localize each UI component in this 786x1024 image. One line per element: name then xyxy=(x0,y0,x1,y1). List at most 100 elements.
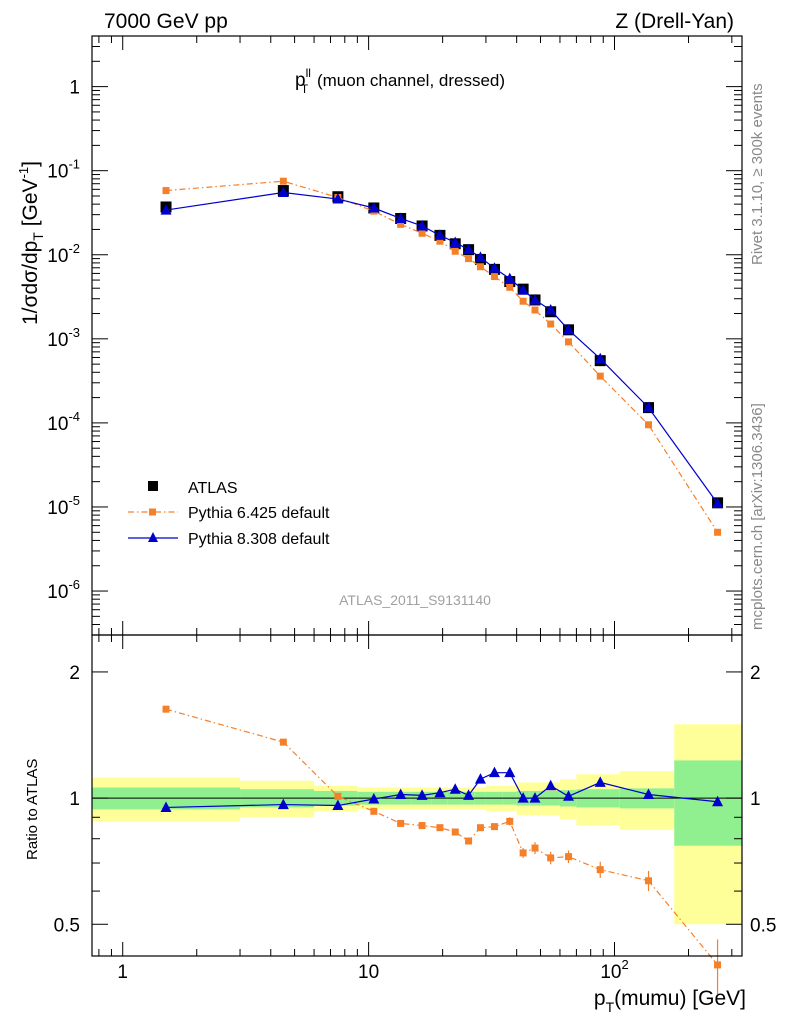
ratio-point-0 xyxy=(162,705,170,713)
main-point-1 xyxy=(645,421,653,429)
x-tick-label: 1 xyxy=(117,962,128,983)
ratio-line-0 xyxy=(165,708,719,966)
ratio-point-0 xyxy=(547,854,555,862)
ratio-point-0 xyxy=(418,822,426,830)
ratio-point-0 xyxy=(451,828,459,836)
main-point-2 xyxy=(529,293,541,305)
main-point-2 xyxy=(416,219,428,231)
ratio-point-1 xyxy=(474,773,486,784)
ratio-point-1 xyxy=(160,801,172,812)
main-point-1 xyxy=(162,187,170,195)
y-tick-label: 1 xyxy=(69,78,80,99)
ratio-point-0 xyxy=(279,738,287,746)
rivet-label: Rivet 3.1.10, ≥ 300k events xyxy=(749,83,766,265)
main-point-2 xyxy=(160,204,172,215)
ratio-point-0 xyxy=(476,824,484,832)
ratio-point-1 xyxy=(643,788,655,799)
ratio-point-0 xyxy=(645,877,653,885)
ratio-y-tick-label: 0.5 xyxy=(54,915,80,936)
y-tick-label: 10-6 xyxy=(47,577,80,603)
ratio-point-0 xyxy=(519,849,527,857)
main-point-1 xyxy=(714,528,722,536)
ratio-y-tick-label: 1 xyxy=(69,789,80,810)
main-point-1 xyxy=(436,237,444,245)
ratio-point-0 xyxy=(334,792,342,800)
ratio-point-1 xyxy=(594,776,606,787)
ratio-point-0 xyxy=(714,961,722,969)
main-point-2 xyxy=(562,323,574,335)
mcplots-label: mcplots.cern.ch [arXiv:1306.3436] xyxy=(749,403,766,630)
ratio-point-0 xyxy=(370,807,378,815)
ratio-y-tick-label: 2 xyxy=(69,663,80,684)
main-point-1 xyxy=(465,255,473,263)
main-point-1 xyxy=(451,247,459,255)
ratio-point-1 xyxy=(434,786,446,798)
main-plot-series xyxy=(160,177,724,536)
ratio-y-tick-label-right: 2 xyxy=(750,663,761,684)
ratio-point-1 xyxy=(529,792,541,803)
legend-label-pythia6: Pythia 6.425 default xyxy=(188,505,330,522)
main-point-1 xyxy=(564,338,572,346)
main-point-2 xyxy=(332,193,344,204)
main-point-2 xyxy=(594,352,606,364)
ratio-point-0 xyxy=(596,866,604,874)
ratio-point-0 xyxy=(436,824,444,832)
analysis-watermark: ATLAS_2011_S9131140 xyxy=(339,592,491,608)
legend-label-pythia8: Pythia 8.308 default xyxy=(188,531,330,548)
ratio-plot-series xyxy=(160,705,724,995)
y-tick-label: 10-4 xyxy=(47,409,80,435)
main-point-2 xyxy=(488,262,500,273)
main-point-2 xyxy=(463,243,475,255)
ratio-point-0 xyxy=(531,844,539,852)
ratio-y-axis-label: Ratio to ATLAS xyxy=(24,759,41,860)
main-point-2 xyxy=(517,284,529,295)
ratio-point-0 xyxy=(506,817,514,825)
ratio-point-0 xyxy=(564,853,572,861)
ratio-point-1 xyxy=(562,790,574,801)
ratio-point-1 xyxy=(545,779,557,791)
legend-label-atlas: ATLAS xyxy=(188,480,238,497)
main-point-1 xyxy=(397,220,405,228)
y-tick-label: 10-1 xyxy=(47,157,80,183)
main-point-1 xyxy=(519,297,527,305)
ratio-point-1 xyxy=(488,766,500,778)
main-point-2 xyxy=(395,212,407,223)
ratio-y-tick-label-right: 0.5 xyxy=(750,915,776,936)
header-right: Z (Drell-Yan) xyxy=(615,10,734,33)
y-tick-label: 10-5 xyxy=(47,493,80,519)
main-point-1 xyxy=(418,229,426,237)
main-point-1 xyxy=(279,177,287,185)
y-tick-label: 10-2 xyxy=(47,241,80,267)
main-point-2 xyxy=(449,236,461,247)
main-point-1 xyxy=(531,306,539,314)
x-tick-label: 102 xyxy=(600,957,628,983)
ratio-point-1 xyxy=(504,766,516,778)
main-point-1 xyxy=(476,263,484,271)
ratio-point-1 xyxy=(449,783,461,794)
ratio-point-1 xyxy=(395,788,407,799)
ratio-point-1 xyxy=(416,789,428,800)
main-point-2 xyxy=(643,401,655,413)
ratio-point-0 xyxy=(490,823,498,831)
ratio-point-0 xyxy=(465,837,473,845)
legend-marker-pythia8 xyxy=(148,532,158,542)
legend-marker-atlas xyxy=(148,481,158,491)
axes: 1 10 102 10-6 10-5 10-4 10-3 10-2 10-1 1 0.5 0.5 1 1 2… xyxy=(47,35,776,983)
main-point-2 xyxy=(434,229,446,240)
main-point-1 xyxy=(596,372,604,380)
ratio-point-1 xyxy=(517,792,529,803)
main-point-1 xyxy=(506,283,514,291)
ratio-frame xyxy=(91,634,743,957)
legend-entry-atlas: ATLAS xyxy=(148,480,238,497)
legend-entry-pythia6: Pythia 6.425 default xyxy=(128,505,330,522)
main-title: pll T (muon channel, dressed) xyxy=(295,66,505,96)
ratio-point-1 xyxy=(712,795,724,807)
legend-marker-pythia6 xyxy=(149,508,156,516)
legend: ATLAS Pythia 6.425 default Pythia 8.308 … xyxy=(128,480,330,548)
main-point-1 xyxy=(490,273,498,281)
header-left: 7000 GeV pp xyxy=(104,10,228,33)
main-point-2 xyxy=(277,186,289,198)
main-point-1 xyxy=(547,320,555,328)
main-y-axis-label: 1/σdσ/dpT [GeV-1] xyxy=(16,161,46,325)
